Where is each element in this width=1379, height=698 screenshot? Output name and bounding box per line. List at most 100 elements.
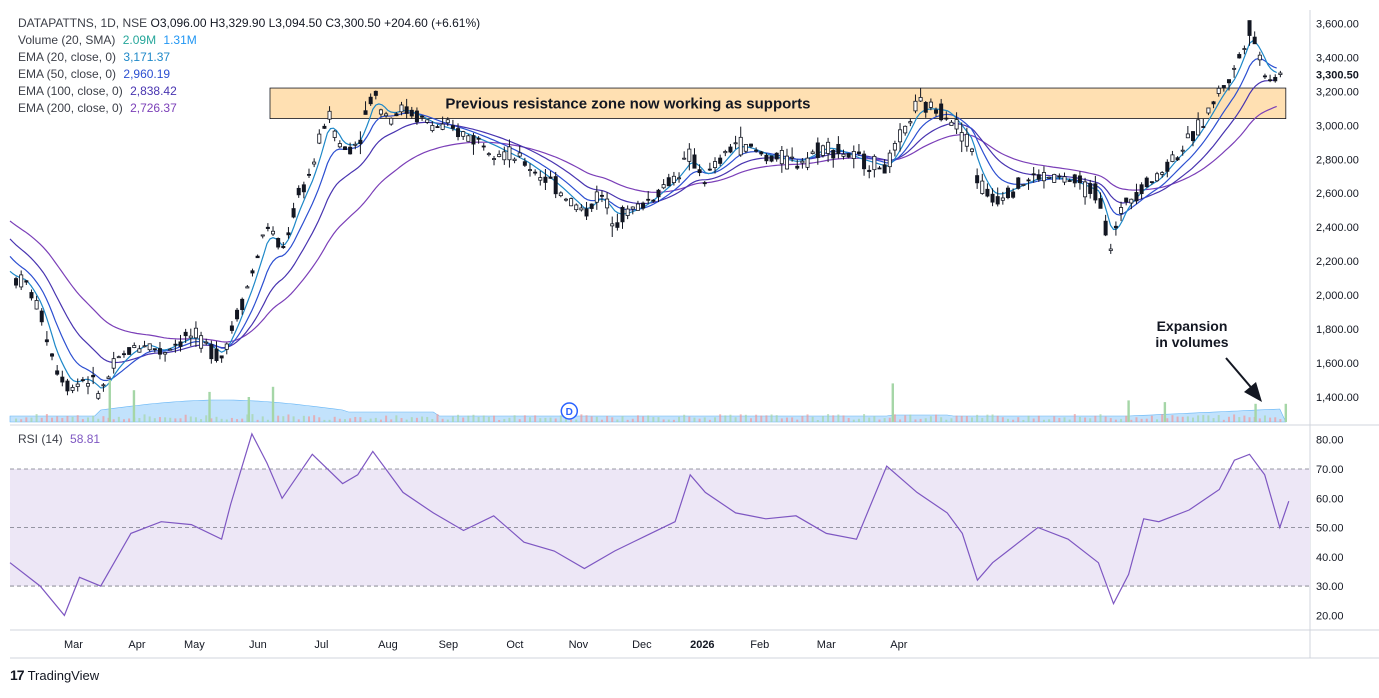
candle-body-up <box>111 358 116 369</box>
candle <box>1180 145 1185 156</box>
candle <box>882 159 887 174</box>
indicator-ema200[interactable]: EMA (200, close, 0) 2,726.37 <box>18 100 480 117</box>
candle <box>862 150 867 176</box>
candle <box>80 376 85 383</box>
candle-body-down <box>815 142 820 158</box>
volume-bar <box>1207 415 1210 422</box>
volume-bar <box>472 414 475 422</box>
volume-bar <box>436 414 439 422</box>
volume-bar <box>431 419 434 422</box>
volume-bar <box>179 418 182 422</box>
candle-body-up <box>466 135 471 142</box>
candle-body-down <box>363 110 368 115</box>
candle-body-down <box>240 298 245 311</box>
candle-body-up <box>743 143 748 152</box>
candle-body-up <box>517 152 522 157</box>
volume-bar <box>477 416 480 422</box>
volume-bar <box>251 414 254 422</box>
candle <box>548 171 553 179</box>
candle-body-down <box>1273 76 1278 82</box>
candle <box>1196 112 1201 136</box>
candle-body-up <box>106 376 111 379</box>
candle-body-down <box>1221 85 1226 89</box>
candle <box>142 340 147 348</box>
candle <box>569 197 574 207</box>
candle-body-down <box>301 184 306 193</box>
indicator-volume[interactable]: Volume (20, SMA) 2.09M 1.31M <box>18 32 480 49</box>
brand[interactable]: 17 TradingView <box>10 667 99 683</box>
candle-body-down <box>846 153 851 158</box>
candle <box>605 192 610 215</box>
volume-bar <box>210 418 213 422</box>
candle-body-up <box>610 223 615 227</box>
candle <box>692 148 697 169</box>
volume-bar <box>462 417 465 422</box>
candle <box>1088 179 1093 199</box>
indicator-ema100[interactable]: EMA (100, close, 0) 2,838.42 <box>18 83 480 100</box>
volume-bar <box>518 419 521 422</box>
candle <box>589 203 594 212</box>
volume-bar <box>523 415 526 422</box>
candle-body-up <box>96 393 101 399</box>
candle <box>507 139 512 168</box>
candle <box>836 136 841 159</box>
volume-bar <box>349 418 352 422</box>
candle-body-up <box>486 153 491 156</box>
candle <box>137 345 142 353</box>
volume-bar <box>827 414 830 422</box>
candle <box>908 118 913 127</box>
volume-bar <box>390 419 393 422</box>
volume-bar <box>61 417 64 422</box>
candle <box>19 270 24 291</box>
volume-bar <box>940 417 943 422</box>
candle <box>1134 183 1139 205</box>
candle-body-down <box>286 232 291 236</box>
candle-body-down <box>666 177 671 187</box>
candle-body-down <box>14 278 19 286</box>
candle-body-down <box>1098 198 1103 209</box>
symbol-label[interactable]: DATAPATTNS, 1D, NSE <box>18 16 148 30</box>
time-tick-label: May <box>184 639 205 651</box>
candle-body-up <box>312 161 317 165</box>
volume-bar <box>1279 419 1282 422</box>
candle <box>1165 159 1170 178</box>
volume-bar <box>292 416 295 422</box>
low-value: L3,094.50 <box>268 16 322 30</box>
candle-body-up <box>538 177 543 181</box>
volume-bar <box>981 417 984 422</box>
time-tick-label: Feb <box>750 639 769 651</box>
candle <box>147 343 152 352</box>
candle-body-down <box>39 310 44 323</box>
volume-bar <box>508 417 511 422</box>
candle-body-up <box>1021 184 1026 186</box>
candle <box>779 145 784 173</box>
rsi-legend[interactable]: RSI (14) 58.81 <box>18 432 100 446</box>
candle-body-down <box>975 175 980 184</box>
candle <box>173 339 178 353</box>
volume-bar <box>909 414 912 422</box>
volume-bar <box>1269 417 1272 422</box>
candle-body-down <box>759 151 764 155</box>
candle-body-down <box>1237 54 1242 59</box>
candle-body-up <box>502 151 507 161</box>
candle-body-up <box>271 230 276 235</box>
indicator-ema20[interactable]: EMA (20, close, 0) 3,171.37 <box>18 49 480 66</box>
candle <box>718 154 723 167</box>
candle-body-up <box>1129 198 1134 204</box>
volume-bar <box>200 419 203 422</box>
volume-bar <box>945 419 948 422</box>
candle-body-up <box>440 123 445 130</box>
indicator-ema50[interactable]: EMA (50, close, 0) 2,960.19 <box>18 66 480 83</box>
candle-body-down <box>173 343 178 346</box>
candle <box>121 350 126 358</box>
candle <box>430 121 435 133</box>
candle-body-up <box>137 348 142 353</box>
candle <box>245 285 250 289</box>
price-tick-label: 2,400.00 <box>1316 222 1359 234</box>
volume-bar <box>169 417 172 422</box>
volume-bar <box>852 419 855 422</box>
candle <box>764 153 769 165</box>
candle-body-up <box>964 133 969 147</box>
